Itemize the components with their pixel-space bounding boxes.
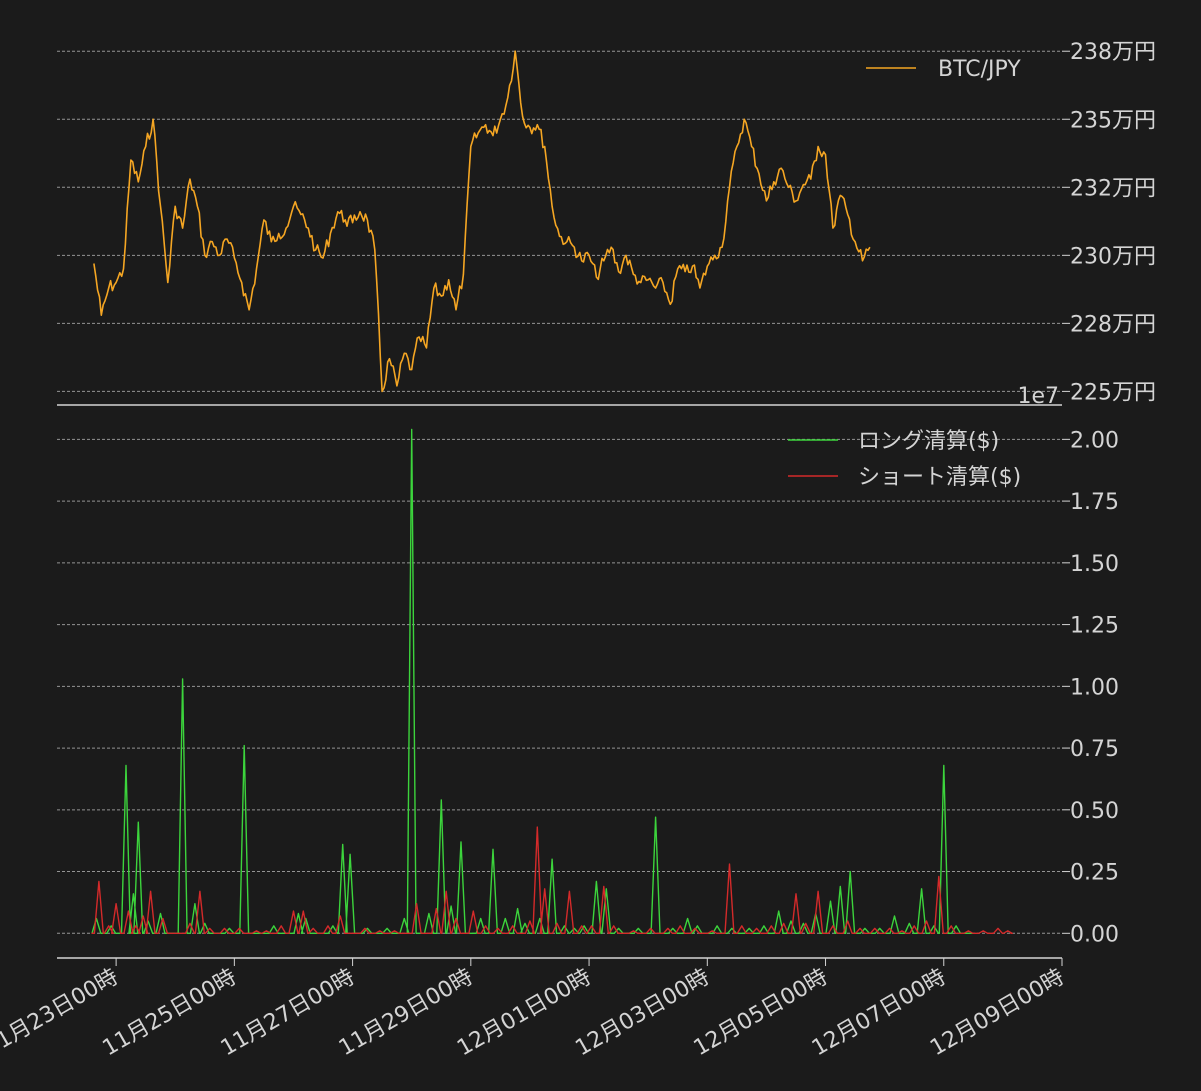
price-y-tick-label: 238万円 bbox=[1070, 40, 1156, 65]
liquidation-y-tick-label: 2.00 bbox=[1070, 428, 1119, 453]
liquidation-y-tick-label: 1.00 bbox=[1070, 675, 1119, 700]
price-y-tick-label: 225万円 bbox=[1070, 380, 1156, 405]
price-gridlines bbox=[57, 50, 1062, 392]
price-y-tick-labels: 225万円 228万円 230万円 232万円 235万円 238万円 bbox=[1062, 40, 1156, 405]
price-y-tick-label: 230万円 bbox=[1070, 244, 1156, 269]
liquidation-y-tick-label: 0.00 bbox=[1070, 922, 1119, 947]
price-y-tick-label: 228万円 bbox=[1070, 312, 1156, 337]
short-liquidation-series-line bbox=[91, 826, 1013, 934]
long-liquidation-series-line bbox=[91, 428, 974, 934]
liquidation-y-tick-label: 1.75 bbox=[1070, 490, 1119, 515]
price-legend-label: BTC/JPY bbox=[938, 57, 1021, 82]
liquidation-y-tick-label: 0.75 bbox=[1070, 737, 1119, 762]
y-offset-label: 1e7 bbox=[1017, 384, 1059, 409]
short-legend-label: ショート清算($) bbox=[858, 465, 1021, 490]
price-y-tick-label: 235万円 bbox=[1070, 108, 1156, 133]
price-panel: 225万円 228万円 230万円 232万円 235万円 238万円 BTC/JPY bbox=[57, 40, 1156, 406]
liquidation-y-tick-label: 1.50 bbox=[1070, 552, 1119, 577]
liquidation-y-tick-label: 0.25 bbox=[1070, 861, 1119, 886]
liquidation-y-tick-label: 1.25 bbox=[1070, 614, 1119, 639]
price-series-line bbox=[93, 50, 871, 393]
liquidation-y-tick-label: 0.50 bbox=[1070, 799, 1119, 824]
liquidation-legend: ロング清算($) ショート清算($) bbox=[788, 429, 1021, 490]
long-legend-label: ロング清算($) bbox=[858, 429, 999, 454]
price-legend: BTC/JPY bbox=[866, 57, 1021, 82]
price-y-tick-label: 232万円 bbox=[1070, 176, 1156, 201]
liquidation-y-tick-labels: 0.00 0.25 0.50 0.75 1.00 1.25 1.50 1.75 2.00 bbox=[1062, 428, 1119, 947]
